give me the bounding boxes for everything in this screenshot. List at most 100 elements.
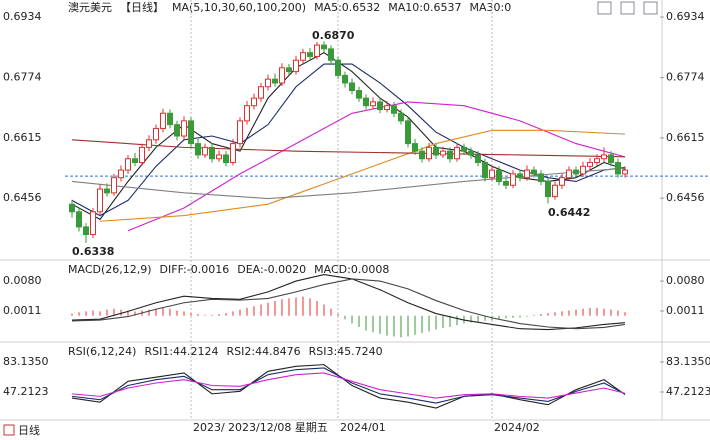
y-tick-label: 83.1350 bbox=[3, 355, 49, 368]
period-icon[interactable] bbox=[3, 424, 15, 436]
candle-body bbox=[146, 139, 152, 148]
legend-text: MA30:0 bbox=[470, 1, 512, 14]
candle-body bbox=[69, 203, 75, 213]
y-tick-label: 0.0011 bbox=[666, 304, 705, 317]
y-tick-label: 0.0080 bbox=[666, 274, 705, 287]
candle-body bbox=[132, 158, 138, 164]
candle-body bbox=[608, 154, 614, 164]
legend-text: RSI3:45.7240 bbox=[309, 345, 383, 358]
candle-body bbox=[293, 59, 299, 73]
candle-body bbox=[601, 154, 607, 160]
candle-body bbox=[321, 44, 327, 50]
y-tick-label: 0.6456 bbox=[666, 191, 705, 204]
candle-body bbox=[566, 169, 572, 179]
legend-text: DIFF:-0.0016 bbox=[160, 263, 230, 276]
candle-body bbox=[370, 101, 376, 107]
candle-body bbox=[223, 154, 229, 164]
toolbar-icon[interactable] bbox=[643, 1, 658, 15]
toolbar-icon[interactable] bbox=[620, 1, 635, 15]
candle-body bbox=[265, 78, 271, 88]
period-button[interactable]: 日线 bbox=[18, 423, 40, 437]
y-tick-label: 0.6456 bbox=[3, 191, 42, 204]
legend-text: RSI2:44.8476 bbox=[227, 345, 301, 358]
legend-text: 【日线】 bbox=[120, 0, 164, 14]
candle-body bbox=[209, 146, 215, 160]
candle-body bbox=[286, 67, 292, 73]
annotation: 0.6870 bbox=[312, 29, 355, 42]
candle-body bbox=[230, 143, 236, 164]
candle-body bbox=[195, 143, 201, 156]
y-tick-label: 0.6774 bbox=[666, 71, 705, 84]
y-tick-label: 0.6615 bbox=[3, 131, 42, 144]
annotation: 0.6442 bbox=[548, 206, 590, 219]
legend-text: RSI(6,12,24) bbox=[68, 345, 136, 358]
y-tick-label: 47.2123 bbox=[3, 385, 49, 398]
candle-body bbox=[181, 120, 187, 137]
candle-body bbox=[342, 74, 348, 84]
x-tick-label: 2023/ bbox=[193, 421, 225, 434]
candle-body bbox=[139, 146, 145, 164]
indicator-line bbox=[71, 278, 626, 330]
y-tick-label: 0.6934 bbox=[3, 10, 42, 23]
indicator-line bbox=[71, 139, 626, 158]
candle-body bbox=[118, 169, 124, 179]
annotation: 0.6338 bbox=[72, 245, 114, 258]
candle-body bbox=[510, 173, 516, 186]
candle-body bbox=[314, 44, 320, 57]
candle-body bbox=[125, 158, 131, 171]
candle-body bbox=[496, 169, 502, 182]
candle-body bbox=[559, 177, 565, 186]
candle-body bbox=[111, 177, 117, 194]
y-tick-label: 0.0011 bbox=[3, 304, 42, 317]
candle-body bbox=[202, 146, 208, 156]
y-tick-label: 0.6934 bbox=[666, 10, 705, 23]
candle-body bbox=[90, 211, 96, 236]
candle-body bbox=[468, 150, 474, 156]
candle-body bbox=[412, 143, 418, 152]
candle-body bbox=[272, 78, 278, 84]
legend-text: MA5:0.6532 bbox=[314, 1, 380, 14]
candle-body bbox=[349, 82, 355, 92]
candle-body bbox=[580, 165, 586, 175]
candle-body bbox=[489, 169, 495, 179]
cursor-label: 2023/12/08 星期五 bbox=[228, 421, 328, 434]
candle-body bbox=[538, 173, 544, 182]
candle-body bbox=[216, 154, 222, 160]
indicator-line bbox=[71, 372, 626, 399]
candle-body bbox=[517, 173, 523, 179]
candle-body bbox=[237, 120, 243, 145]
legend-text: DEA:-0.0020 bbox=[237, 263, 306, 276]
y-tick-label: 0.6774 bbox=[3, 71, 42, 84]
candle-body bbox=[594, 158, 600, 164]
candle-body bbox=[545, 180, 551, 198]
candle-body bbox=[97, 188, 103, 213]
candle-body bbox=[258, 86, 264, 99]
candle-body bbox=[475, 154, 481, 164]
candle-body bbox=[503, 180, 509, 186]
y-tick-label: 0.0080 bbox=[3, 274, 42, 287]
candle-body bbox=[300, 52, 306, 61]
candle-body bbox=[160, 112, 166, 129]
candle-body bbox=[398, 112, 404, 122]
candle-body bbox=[328, 48, 334, 61]
candle-body bbox=[377, 101, 383, 110]
legend-text: 澳元美元 bbox=[68, 1, 112, 14]
legend-text: MA10:0.6537 bbox=[388, 1, 461, 14]
toolbar-icon[interactable] bbox=[597, 1, 612, 15]
candle-body bbox=[279, 67, 285, 84]
candle-body bbox=[531, 169, 537, 175]
candle-body bbox=[615, 162, 621, 175]
indicator-line bbox=[71, 364, 626, 409]
legend-text: MACD:0.0008 bbox=[314, 263, 389, 276]
candle-body bbox=[433, 146, 439, 156]
candle-body bbox=[622, 169, 628, 175]
candle-body bbox=[104, 188, 110, 194]
y-tick-label: 0.6615 bbox=[666, 131, 705, 144]
candle-body bbox=[363, 97, 369, 107]
candle-body bbox=[174, 124, 180, 137]
candle-body bbox=[573, 169, 579, 175]
candle-body bbox=[307, 52, 313, 57]
candle-body bbox=[153, 127, 159, 141]
